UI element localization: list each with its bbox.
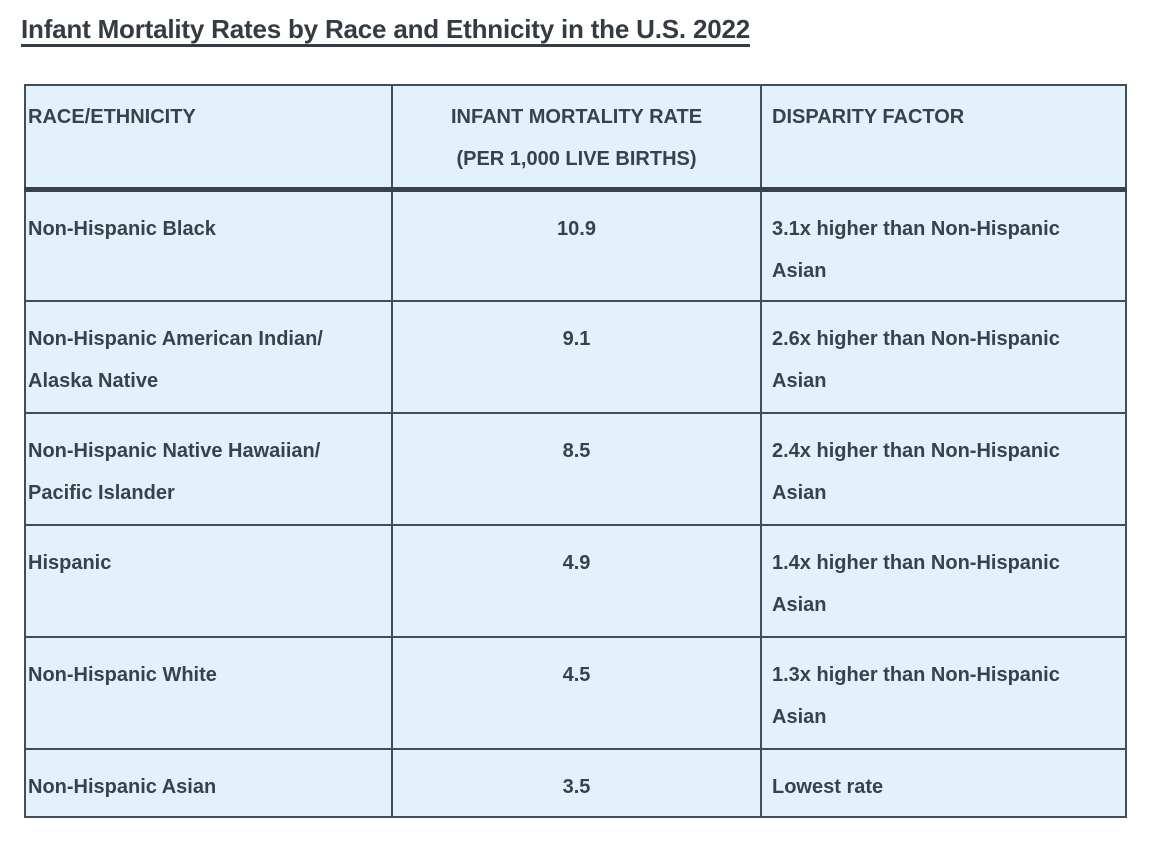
race-label: Non-Hispanic Native Hawaiian/ Pacific Is… [28, 440, 321, 504]
table-row: Non-Hispanic Native Hawaiian/ Pacific Is… [24, 412, 1127, 526]
page-title: Infant Mortality Rates by Race and Ethni… [21, 14, 750, 44]
cell-disparity: 1.4x higher than Non-Hispanic Asian [760, 524, 1127, 638]
table-row: Non-Hispanic White 4.5 1.3x higher than … [24, 636, 1127, 750]
cell-rate: 9.1 [391, 300, 762, 414]
infant-mortality-table: RACE/ETHNICITY INFANT MORTALITY RATE (PE… [24, 84, 1127, 818]
cell-race: Non-Hispanic Native Hawaiian/ Pacific Is… [24, 412, 393, 526]
cell-disparity: Lowest rate [760, 748, 1127, 818]
cell-race: Hispanic [24, 524, 393, 638]
disparity-label: 1.3x higher than Non-Hispanic Asian [772, 664, 1060, 728]
disparity-label: 1.4x higher than Non-Hispanic Asian [772, 552, 1060, 616]
table-body: Non-Hispanic Black 10.9 3.1x higher than… [24, 188, 1127, 818]
table-row: Non-Hispanic Asian 3.5 Lowest rate [24, 748, 1127, 818]
disparity-label: 3.1x higher than Non-Hispanic Asian [772, 217, 1060, 282]
cell-race: Non-Hispanic American Indian/ Alaska Nat… [24, 300, 393, 414]
cell-disparity: 2.6x higher than Non-Hispanic Asian [760, 300, 1127, 414]
column-header-mortality-rate-line1: INFANT MORTALITY RATE [450, 106, 703, 128]
disparity-label: Lowest rate [772, 776, 884, 798]
race-label: Non-Hispanic American Indian/ Alaska Nat… [28, 328, 323, 392]
table-row: Hispanic 4.9 1.4x higher than Non-Hispan… [24, 524, 1127, 638]
table-head: RACE/ETHNICITY INFANT MORTALITY RATE (PE… [24, 84, 1127, 192]
table-row: Non-Hispanic Black 10.9 3.1x higher than… [24, 188, 1127, 302]
column-header-mortality-rate: INFANT MORTALITY RATE (PER 1,000 LIVE BI… [391, 84, 762, 192]
table-header-row: RACE/ETHNICITY INFANT MORTALITY RATE (PE… [24, 84, 1127, 192]
column-header-race-ethnicity: RACE/ETHNICITY [24, 84, 393, 192]
cell-disparity: 1.3x higher than Non-Hispanic Asian [760, 636, 1127, 750]
race-label: Non-Hispanic Black [28, 217, 216, 240]
cell-race: Non-Hispanic White [24, 636, 393, 750]
cell-rate: 10.9 [391, 188, 762, 302]
cell-rate: 4.9 [391, 524, 762, 638]
race-label: Non-Hispanic White [28, 664, 217, 686]
column-header-disparity-factor: DISPARITY FACTOR [760, 84, 1127, 192]
race-label: Hispanic [28, 552, 112, 574]
column-header-mortality-rate-line2: (PER 1,000 LIVE BIRTHS) [456, 148, 697, 170]
disparity-label: 2.4x higher than Non-Hispanic Asian [772, 440, 1060, 504]
disparity-label: 2.6x higher than Non-Hispanic Asian [772, 328, 1060, 392]
cell-race: Non-Hispanic Asian [24, 748, 393, 818]
table-row: Non-Hispanic American Indian/ Alaska Nat… [24, 300, 1127, 414]
cell-disparity: 2.4x higher than Non-Hispanic Asian [760, 412, 1127, 526]
cell-rate: 4.5 [391, 636, 762, 750]
cell-race: Non-Hispanic Black [24, 188, 393, 302]
race-label: Non-Hispanic Asian [28, 776, 217, 798]
cell-disparity: 3.1x higher than Non-Hispanic Asian [760, 188, 1127, 302]
cell-rate: 8.5 [391, 412, 762, 526]
cell-rate: 3.5 [391, 748, 762, 818]
